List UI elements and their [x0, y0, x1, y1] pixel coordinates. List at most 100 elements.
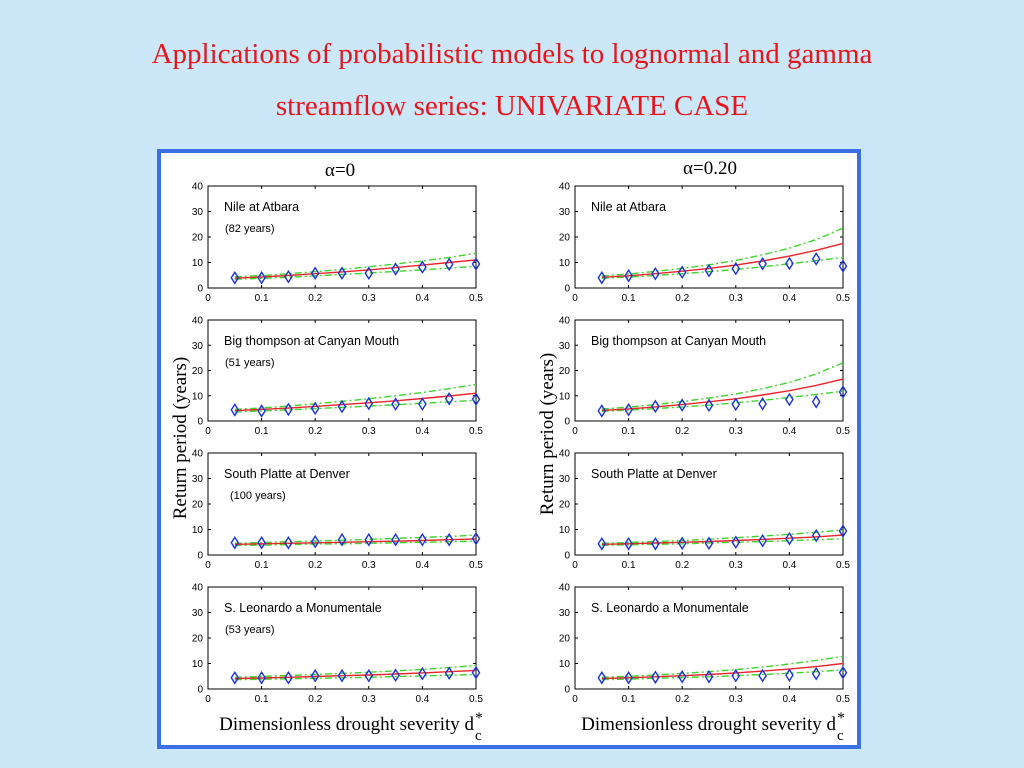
- panel-5: 0 0.1 0.2 0.3 0.4 0.5 0 10 20 30 40 South Platte at…: [192, 449, 484, 572]
- xlabel-right-sup: *: [837, 710, 845, 727]
- y-tick-label: 0: [197, 284, 203, 295]
- series-model-line: [234, 669, 477, 680]
- ylabel-left: Return period (years): [170, 357, 191, 520]
- x-tick-label: 0.2: [308, 694, 322, 705]
- y-tick-label: 40: [192, 449, 204, 460]
- observed-point: [651, 536, 660, 551]
- observed-point: [337, 532, 347, 547]
- observed-point: [230, 270, 240, 285]
- y-tick-label: 10: [192, 391, 204, 402]
- observed-point: [284, 402, 293, 417]
- y-tick-label: 20: [192, 500, 204, 511]
- figure-svg: α=0 α=0.20 Return period (years) Return …: [170, 158, 851, 744]
- x-tick-label: 0.4: [782, 426, 796, 437]
- x-tick-label: 0.4: [415, 560, 429, 571]
- observed-point: [230, 670, 240, 685]
- y-tick-label: 0: [197, 685, 203, 696]
- y-tick-label: 40: [192, 316, 204, 327]
- observed-point: [651, 266, 660, 281]
- observed-point: [444, 532, 454, 547]
- panel-3: 0 0.1 0.2 0.3 0.4 0.5 0 10 20 30 40 Big thompson at…: [192, 316, 484, 438]
- record-length: (100 years): [230, 490, 286, 502]
- x-tick-label: 0.4: [782, 560, 796, 571]
- y-tick-label: 30: [192, 341, 204, 352]
- series-model-line: [234, 259, 477, 279]
- observed-point: [284, 269, 293, 284]
- series-model-line: [601, 242, 844, 278]
- observed-point: [624, 670, 633, 685]
- x-tick-label: 0.5: [469, 694, 483, 705]
- series-upper-line: [601, 227, 844, 277]
- observed-point: [444, 666, 454, 680]
- panel-4: 0 0.1 0.2 0.3 0.4 0.5 0 10 20 30 40 Big thompson at…: [559, 316, 851, 438]
- observed-point: [471, 392, 481, 407]
- observed-point: [811, 395, 821, 409]
- x-tick-label: 0.4: [782, 293, 796, 304]
- y-tick-label: 30: [192, 474, 204, 485]
- x-tick-label: 0.1: [255, 293, 269, 304]
- series-lower-line: [234, 673, 477, 681]
- observed-point: [838, 259, 848, 273]
- series-lower-line: [234, 540, 477, 546]
- observed-point: [471, 531, 481, 546]
- x-tick-label: 0.2: [308, 293, 322, 304]
- series-upper-line: [601, 529, 844, 544]
- x-tick-label: 0.5: [469, 560, 483, 571]
- observed-point: [337, 399, 347, 414]
- series-lower-line: [234, 399, 477, 413]
- x-tick-label: 0.3: [729, 426, 743, 437]
- x-tick-label: 0.2: [675, 694, 689, 705]
- observed-point: [471, 665, 481, 680]
- y-tick-label: 30: [559, 341, 571, 352]
- x-tick-label: 0: [205, 694, 211, 705]
- observed-point: [310, 401, 320, 416]
- observed-point: [444, 391, 454, 406]
- x-tick-label: 0.1: [622, 560, 636, 571]
- observed-point: [391, 668, 400, 683]
- x-tick-label: 0.1: [622, 694, 636, 705]
- observed-point: [624, 268, 633, 283]
- y-tick-label: 30: [192, 207, 204, 218]
- observed-point: [364, 396, 374, 411]
- x-tick-label: 0.3: [729, 293, 743, 304]
- x-tick-label: 0: [572, 560, 578, 571]
- observed-point: [418, 666, 427, 681]
- y-tick-label: 40: [192, 182, 204, 193]
- observed-point: [284, 535, 293, 550]
- station-name: Big thompson at Canyan Mouth: [591, 334, 766, 348]
- xlabel-left-sup: *: [475, 710, 483, 727]
- panel-2: 0 0.1 0.2 0.3 0.4 0.5 0 10 20 30 40 Nile at Atbara: [559, 182, 851, 305]
- x-tick-label: 0: [205, 293, 211, 304]
- observed-point: [677, 669, 687, 684]
- y-tick-label: 20: [559, 634, 571, 645]
- panel-1: 0 0.1 0.2 0.3 0.4 0.5 0 10 20 30 40 Nile at Atbara (…: [192, 182, 484, 305]
- x-tick-label: 0.3: [729, 694, 743, 705]
- observed-point: [704, 669, 714, 684]
- station-name: South Platte at Denver: [591, 467, 717, 481]
- observed-point: [838, 524, 848, 538]
- observed-point: [677, 536, 687, 551]
- x-tick-label: 0.2: [675, 560, 689, 571]
- observed-point: [364, 266, 374, 281]
- series-lower-line: [601, 538, 844, 546]
- observed-point: [391, 397, 400, 411]
- observed-point: [284, 670, 293, 685]
- observed-point: [364, 668, 374, 683]
- x-tick-label: 0: [572, 426, 578, 437]
- observed-point: [391, 262, 400, 276]
- series-model-line: [601, 662, 844, 680]
- x-tick-label: 0.5: [836, 293, 850, 304]
- observed-point: [785, 392, 794, 407]
- xlabel-right-text: Dimensionless drought severity d: [581, 714, 836, 735]
- observed-point: [785, 668, 794, 683]
- y-tick-label: 30: [559, 207, 571, 218]
- observed-point: [597, 404, 607, 418]
- x-tick-label: 0.3: [362, 426, 376, 437]
- observed-point: [758, 397, 767, 411]
- observed-point: [391, 532, 400, 547]
- x-tick-label: 0.4: [415, 426, 429, 437]
- observed-point: [811, 666, 821, 681]
- observed-point: [677, 265, 687, 279]
- record-length: (53 years): [225, 624, 275, 636]
- panel-6: 0 0.1 0.2 0.3 0.4 0.5 0 10 20 30 40 South Platte at…: [559, 449, 851, 572]
